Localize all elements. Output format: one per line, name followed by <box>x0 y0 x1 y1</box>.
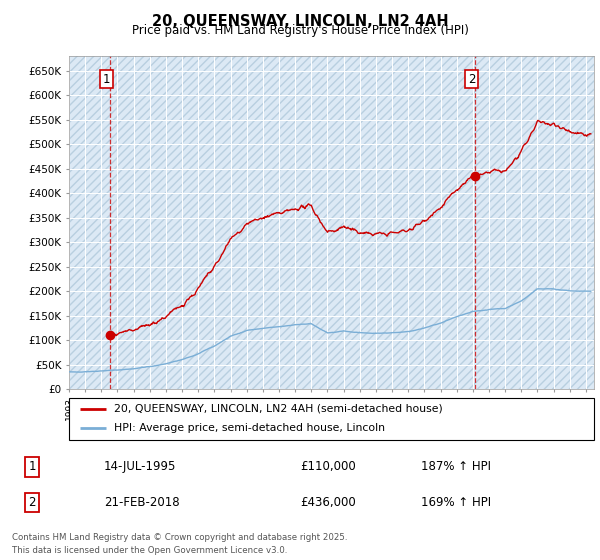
Text: Contains HM Land Registry data © Crown copyright and database right 2025.
This d: Contains HM Land Registry data © Crown c… <box>12 533 347 554</box>
Text: 169% ↑ HPI: 169% ↑ HPI <box>421 496 491 509</box>
Text: 187% ↑ HPI: 187% ↑ HPI <box>421 460 491 473</box>
Text: 1: 1 <box>103 73 110 86</box>
Text: Price paid vs. HM Land Registry's House Price Index (HPI): Price paid vs. HM Land Registry's House … <box>131 24 469 37</box>
Text: 2: 2 <box>468 73 475 86</box>
Text: 1: 1 <box>28 460 36 473</box>
Text: 20, QUEENSWAY, LINCOLN, LN2 4AH (semi-detached house): 20, QUEENSWAY, LINCOLN, LN2 4AH (semi-de… <box>113 404 442 414</box>
Text: HPI: Average price, semi-detached house, Lincoln: HPI: Average price, semi-detached house,… <box>113 423 385 433</box>
Text: 20, QUEENSWAY, LINCOLN, LN2 4AH: 20, QUEENSWAY, LINCOLN, LN2 4AH <box>152 14 448 29</box>
Text: £110,000: £110,000 <box>300 460 356 473</box>
Text: 14-JUL-1995: 14-JUL-1995 <box>104 460 176 473</box>
Text: £436,000: £436,000 <box>300 496 356 509</box>
Text: 21-FEB-2018: 21-FEB-2018 <box>104 496 180 509</box>
FancyBboxPatch shape <box>69 398 594 440</box>
Text: 2: 2 <box>28 496 36 509</box>
